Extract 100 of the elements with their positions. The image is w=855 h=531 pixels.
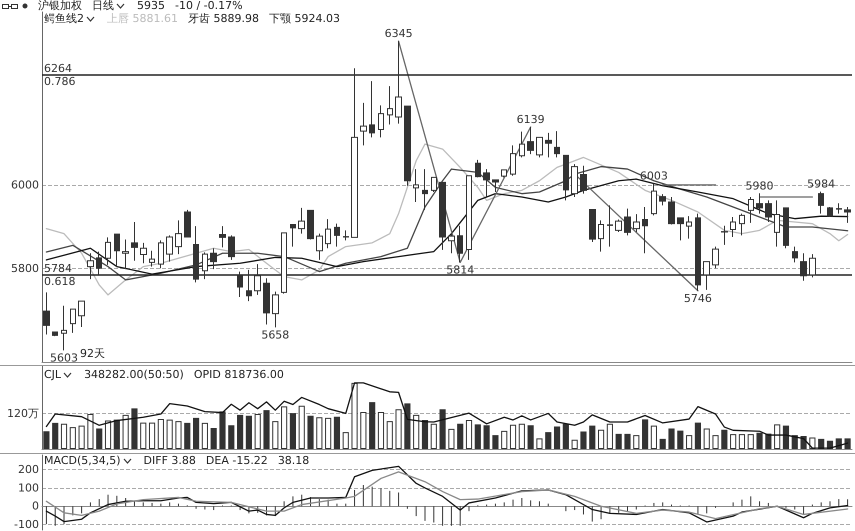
candlestick <box>642 206 648 254</box>
bar <box>528 425 534 449</box>
bar <box>114 420 120 449</box>
y-tick-label: 200 <box>18 463 39 476</box>
annotation: 下颚 5924.03 <box>268 12 340 25</box>
bar <box>501 430 508 449</box>
bar <box>263 410 270 449</box>
candlestick <box>316 233 323 260</box>
annotation: CJL <box>44 368 62 381</box>
candlestick <box>844 206 851 224</box>
candlestick <box>457 225 463 263</box>
bar <box>650 426 657 449</box>
candlestick <box>659 194 666 206</box>
candlestick <box>96 251 102 276</box>
candlestick <box>519 131 525 158</box>
bar <box>122 414 129 449</box>
bar <box>484 425 490 449</box>
bar <box>192 418 200 449</box>
bar <box>545 432 552 449</box>
candlestick <box>360 102 367 146</box>
bar <box>440 409 446 449</box>
annotation: 鳄鱼线2 <box>44 12 84 25</box>
bar <box>70 427 76 449</box>
candlestick <box>527 126 534 155</box>
bar <box>395 409 402 449</box>
candlestick <box>439 182 446 250</box>
bar <box>360 412 366 449</box>
bar <box>202 422 208 449</box>
annotation: 5746 <box>684 292 712 305</box>
bar <box>633 435 640 449</box>
bar <box>413 414 420 449</box>
bar <box>457 424 464 449</box>
ref-line-label: 6264 0.786 <box>44 62 76 88</box>
candlestick <box>545 132 552 158</box>
annotation: 5814 <box>446 263 474 276</box>
bar <box>730 434 736 449</box>
candlestick <box>184 209 191 238</box>
bar <box>712 435 719 449</box>
chart-subtitle: 日线 <box>92 0 114 12</box>
bar <box>782 426 790 449</box>
bar <box>96 428 102 449</box>
candlestick <box>369 80 375 138</box>
candlestick <box>105 236 111 266</box>
bar <box>166 420 173 449</box>
bar <box>334 416 340 449</box>
bar <box>184 422 190 449</box>
candlestick <box>87 252 94 280</box>
line-series <box>46 178 848 275</box>
candlestick <box>52 332 58 337</box>
bar <box>254 414 261 449</box>
candlestick <box>246 269 252 302</box>
candlestick <box>466 175 472 260</box>
bar <box>175 421 182 449</box>
candlestick <box>114 234 120 268</box>
bar <box>589 426 596 449</box>
candlestick <box>677 217 684 241</box>
candlestick <box>536 136 543 158</box>
candlestick <box>624 208 631 236</box>
candlestick <box>563 154 569 201</box>
candlestick <box>78 300 85 328</box>
candlestick <box>651 183 657 216</box>
candlestick <box>175 220 182 255</box>
bar <box>704 428 710 449</box>
candlestick <box>510 144 516 176</box>
candlestick <box>404 106 411 186</box>
candlestick <box>158 240 164 269</box>
ref-line-label: 5784 0.618 <box>44 262 76 288</box>
annotation: 6139 <box>516 113 545 126</box>
candlestick <box>202 252 208 280</box>
bar <box>554 426 560 449</box>
candlestick <box>140 242 147 264</box>
candlestick <box>589 209 596 242</box>
bar <box>422 420 428 449</box>
candlestick <box>254 264 261 296</box>
candlestick <box>307 210 314 240</box>
candlestick <box>387 86 393 125</box>
candlestick <box>554 130 560 158</box>
bar <box>466 420 472 449</box>
candlestick <box>237 271 243 298</box>
bar <box>474 424 481 449</box>
candlestick <box>483 168 490 198</box>
candlestick <box>272 291 279 328</box>
candlestick <box>210 248 217 270</box>
candlestick <box>351 68 358 238</box>
bar <box>325 418 332 449</box>
candlestick <box>703 261 710 290</box>
y-tick-label: 5800 <box>11 262 39 275</box>
bar <box>148 422 156 449</box>
bar <box>677 430 684 449</box>
candlestick <box>686 216 692 240</box>
candlestick <box>448 233 455 254</box>
candlestick <box>818 191 824 214</box>
bar <box>404 403 410 449</box>
bar <box>78 426 85 449</box>
bar <box>510 424 516 449</box>
candlestick <box>395 40 402 124</box>
candlestick <box>571 164 578 198</box>
annotation: 5603 <box>50 351 78 364</box>
candlestick <box>298 207 305 234</box>
y-tick-label: 120万 <box>7 406 39 420</box>
